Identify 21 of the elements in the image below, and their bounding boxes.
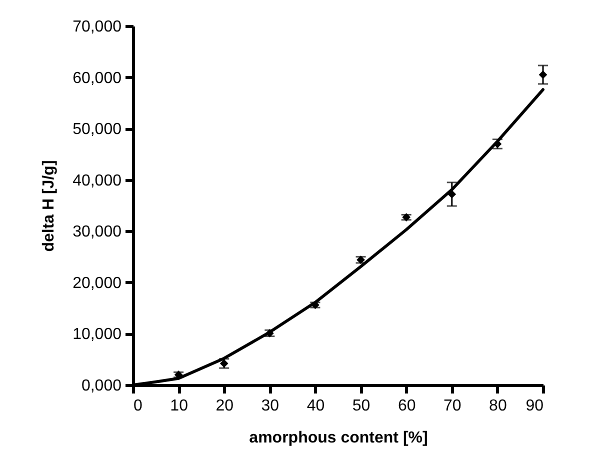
x-tick-label: 0 [134, 398, 142, 414]
x-tick-label: 60 [398, 398, 416, 414]
x-tick-label: 50 [352, 398, 370, 414]
point [538, 70, 548, 79]
x-tick-label: 90 [526, 398, 544, 414]
y-tick-label: 30,000 [72, 224, 122, 241]
x-tick-label: 40 [306, 398, 325, 414]
x-tick-label: 30 [261, 398, 280, 414]
y-tick-label: 20,000 [72, 274, 122, 292]
x-tick-label: 10 [170, 398, 188, 414]
y-tick-label: 40,000 [72, 172, 122, 190]
y-tick-label: 70,000 [72, 18, 122, 36]
x-tick-label: 20 [216, 398, 234, 414]
y-axis-title: delta H [J/g] [40, 160, 58, 252]
x-tick-label: 80 [489, 398, 507, 414]
y-tick-label: 10,000 [72, 326, 122, 344]
y-tick-label: 60,000 [72, 70, 122, 87]
x-axis-title: amorphous content [%] [249, 430, 428, 446]
x-tick-label: 70 [443, 398, 462, 414]
y-tick-label: 50,000 [72, 121, 122, 138]
y-tick-label: 0,000 [81, 378, 122, 394]
